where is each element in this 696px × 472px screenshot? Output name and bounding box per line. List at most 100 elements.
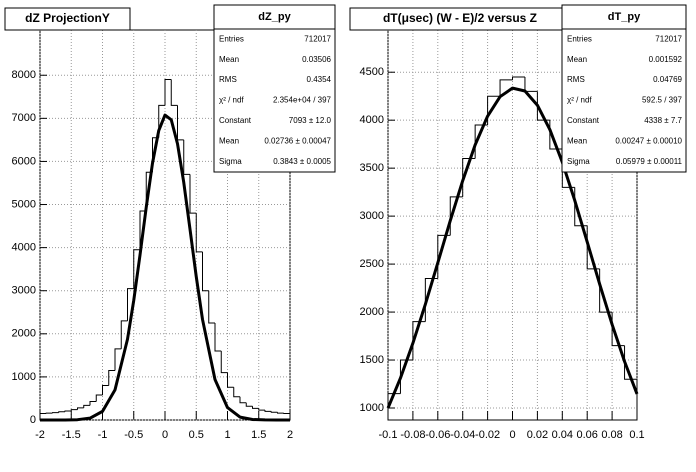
stats-value: 0.4354 (307, 75, 332, 84)
x-tick-label: 0.1 (629, 429, 644, 441)
x-tick-label: 0 (509, 429, 515, 441)
stats-value: 2.354e+04 / 397 (273, 96, 332, 105)
stats-value: 0.04769 (653, 75, 682, 84)
x-tick-label: -0.1 (379, 429, 398, 441)
stats-value: 0.03506 (302, 55, 331, 64)
histogram-bin (39, 413, 47, 420)
histogram-bin (170, 79, 178, 106)
stats-value: 4338 ± 7.7 (644, 116, 682, 125)
y-tick-label: 2000 (360, 306, 384, 318)
y-tick-label: 2500 (360, 258, 384, 270)
histogram-bin (164, 79, 172, 106)
y-tick-label: 7000 (12, 112, 36, 124)
x-tick-label: -0.06 (425, 429, 450, 441)
stats-value: 0.001592 (649, 55, 683, 64)
x-tick-label: 0 (162, 429, 168, 441)
histogram-bin (102, 385, 109, 396)
stats-label: Constant (219, 116, 252, 125)
y-tick-label: 3500 (360, 162, 384, 174)
stats-label: Mean (567, 136, 587, 145)
stats-label: Mean (219, 136, 239, 145)
stats-box (213, 4, 336, 173)
x-tick-label: 2 (287, 429, 293, 441)
histogram-bin (133, 249, 140, 289)
x-tick-label: 0.5 (189, 429, 204, 441)
y-tick-label: 8000 (12, 69, 36, 81)
y-tick-label: 3000 (360, 210, 384, 222)
stats-value: 0.02736 ± 0.00047 (264, 136, 331, 145)
stats-label: Mean (219, 55, 239, 64)
histogram-bin (114, 348, 122, 371)
histogram-bin (108, 369, 115, 386)
histogram-bin (264, 410, 272, 412)
histogram-bin (139, 210, 147, 250)
x-tick-label: -1.5 (62, 429, 81, 441)
histogram-bin (195, 213, 203, 253)
stats-label: Sigma (219, 157, 242, 166)
stats-label: Entries (567, 34, 592, 43)
histogram-bin (499, 79, 513, 97)
stats-label: Mean (567, 55, 587, 64)
y-tick-label: 0 (30, 414, 36, 426)
x-tick-label: 1.5 (251, 429, 266, 441)
histogram-bin (127, 288, 134, 321)
histogram-bin (270, 411, 278, 413)
chart-title: dZ ProjectionY (25, 11, 110, 25)
histogram-bin (208, 290, 215, 324)
histogram-bin (189, 174, 197, 214)
stats-box (561, 4, 687, 173)
histogram-bin (64, 410, 72, 412)
stats-value: 0.05979 ± 0.00011 (616, 157, 683, 166)
histogram-bin (202, 251, 209, 292)
y-tick-label: 6000 (12, 155, 36, 167)
y-tick-label: 1000 (12, 371, 36, 383)
y-tick-label: 3000 (12, 285, 36, 297)
histogram-bin (83, 404, 90, 408)
x-tick-label: 0.04 (552, 429, 573, 441)
histogram-bin (252, 406, 259, 409)
y-tick-label: 4000 (360, 114, 384, 126)
y-tick-label: 4000 (12, 242, 36, 254)
x-tick-label: -0.04 (450, 429, 475, 441)
histogram-bin (283, 413, 291, 420)
histogram-bin (220, 351, 228, 374)
stats-label: Constant (567, 116, 600, 125)
y-tick-label: 2000 (12, 328, 36, 340)
y-tick-label: 4500 (360, 66, 384, 78)
stats-label: Entries (219, 34, 244, 43)
y-tick-label: 1500 (360, 354, 384, 366)
chart-title: dT(μsec) (W - E)/2 versus Z (383, 11, 537, 25)
histogram-bin (233, 387, 240, 398)
x-tick-label: -0.08 (400, 429, 425, 441)
y-tick-label: 1000 (360, 402, 384, 414)
histogram-bin (227, 372, 234, 388)
histogram-bin (89, 400, 97, 406)
x-tick-label: -0.5 (124, 429, 143, 441)
histogram-bin (245, 402, 253, 407)
stats-label: χ² / ndf (567, 96, 592, 105)
x-tick-label: 0.06 (576, 429, 597, 441)
histogram-bin (70, 409, 78, 411)
histogram-bin (58, 411, 65, 413)
histogram-bin (258, 408, 265, 411)
title-box (4, 7, 131, 31)
histogram-bin (214, 323, 222, 352)
stats-label: Sigma (567, 157, 590, 166)
histogram-bin (239, 396, 247, 404)
x-tick-label: -0.02 (475, 429, 500, 441)
stats-label: RMS (567, 75, 585, 84)
histogram-bin (120, 320, 128, 349)
x-tick-label: 0.02 (527, 429, 548, 441)
histogram-bin (277, 412, 284, 414)
histogram-bin (387, 393, 401, 420)
histogram-bin (512, 76, 525, 80)
stats-value: 7093 ± 12.0 (289, 116, 332, 125)
stats-value: 712017 (304, 34, 331, 43)
stats-value: 0.00247 ± 0.00010 (615, 136, 682, 145)
x-tick-label: 0.08 (601, 429, 622, 441)
stats-title: dT_py (608, 11, 641, 23)
histogram-bin (399, 359, 413, 394)
stats-label: RMS (219, 75, 237, 84)
stats-label: χ² / ndf (219, 96, 244, 105)
